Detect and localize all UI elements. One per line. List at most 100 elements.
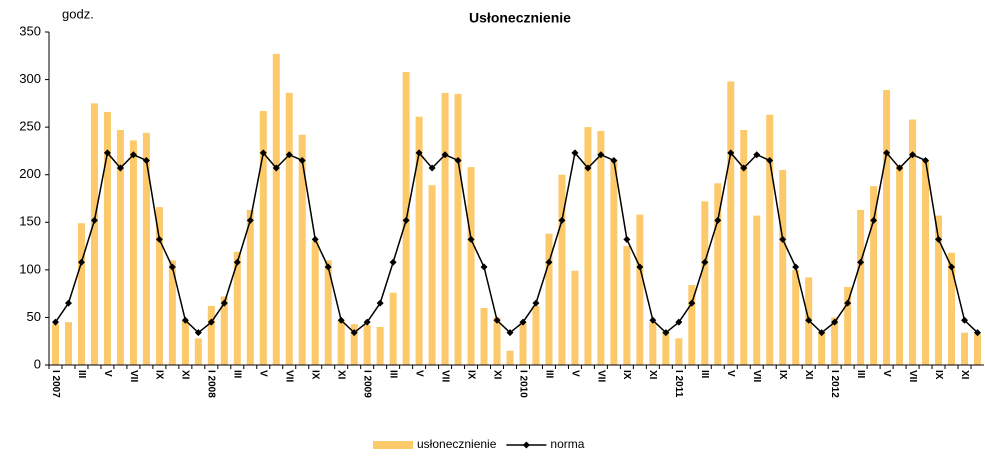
marker <box>558 216 566 224</box>
bar <box>142 132 150 365</box>
x-tick-label: IX <box>310 370 321 380</box>
marker <box>337 316 345 324</box>
bar <box>454 93 462 365</box>
marker <box>753 151 761 159</box>
bar <box>740 129 748 365</box>
x-tick-label: III <box>543 370 554 379</box>
bar <box>246 209 254 365</box>
x-tick-label: I 2010 <box>517 370 528 398</box>
bar <box>675 338 683 365</box>
x-tick-label: III <box>855 370 866 379</box>
marker <box>181 316 189 324</box>
bar <box>571 270 579 365</box>
marker <box>311 235 319 243</box>
marker <box>610 156 618 164</box>
bar <box>610 160 618 365</box>
bar <box>584 127 592 366</box>
marker <box>441 151 449 159</box>
bar <box>948 252 956 365</box>
bar <box>961 332 969 365</box>
marker <box>155 235 163 243</box>
bar <box>883 90 891 365</box>
x-tick-label: VII <box>128 370 139 382</box>
bar <box>662 331 670 365</box>
x-tick-label: VII <box>439 370 450 382</box>
marker <box>298 156 306 164</box>
marker <box>207 318 215 326</box>
marker <box>584 164 592 172</box>
legend-swatch <box>373 441 413 449</box>
x-tick-label: IX <box>621 370 632 380</box>
marker <box>844 299 852 307</box>
marker <box>714 216 722 224</box>
bar <box>870 186 878 365</box>
bar <box>727 81 735 365</box>
x-tick-label: III <box>699 370 710 379</box>
y-tick-label: 100 <box>19 261 41 276</box>
bar <box>64 322 72 365</box>
bar <box>220 296 228 365</box>
bar <box>922 160 930 365</box>
bar <box>363 325 371 365</box>
marker <box>428 164 436 172</box>
x-tick-label: V <box>258 370 269 377</box>
bar <box>311 241 319 365</box>
x-tick-label: VII <box>284 370 295 382</box>
marker <box>792 263 800 271</box>
bar <box>831 317 839 365</box>
marker <box>194 329 202 337</box>
bar <box>935 215 943 365</box>
marker <box>454 156 462 164</box>
x-tick-label: XI <box>491 370 502 380</box>
y-tick-label: 300 <box>19 71 41 86</box>
bar <box>129 140 137 365</box>
bar <box>389 292 397 365</box>
bar <box>194 338 202 365</box>
bar <box>181 321 189 365</box>
bar <box>558 174 566 365</box>
bar <box>506 350 514 365</box>
bar <box>649 322 657 365</box>
bar <box>909 119 917 365</box>
x-tick-label: VII <box>595 370 606 382</box>
bar <box>779 169 787 365</box>
bar <box>519 322 527 365</box>
y-tick-label: 250 <box>19 119 41 134</box>
marker <box>493 316 501 324</box>
marker <box>961 316 969 324</box>
marker <box>883 149 891 157</box>
y-axis-label: godz. <box>62 6 94 21</box>
marker <box>272 164 280 172</box>
marker <box>376 299 384 307</box>
bar <box>714 183 722 365</box>
marker <box>77 258 85 266</box>
x-tick-label: I 2012 <box>829 370 840 398</box>
marker <box>519 318 527 326</box>
bar <box>441 92 449 366</box>
marker <box>922 156 930 164</box>
bar <box>77 223 85 365</box>
marker <box>909 151 917 159</box>
bar <box>415 116 423 365</box>
y-tick-label: 150 <box>19 214 41 229</box>
marker <box>259 149 267 157</box>
marker <box>870 216 878 224</box>
legend-swatch <box>522 441 530 449</box>
x-tick-label: I 2007 <box>50 370 61 398</box>
bar <box>974 333 982 365</box>
marker <box>168 263 176 271</box>
y-tick-label: 50 <box>27 309 41 324</box>
x-tick-label: I 2009 <box>362 370 373 398</box>
marker <box>142 156 150 164</box>
bar <box>207 306 215 365</box>
bar <box>467 167 475 365</box>
x-tick-label: IX <box>465 370 476 380</box>
marker <box>389 258 397 266</box>
marker <box>805 316 813 324</box>
x-tick-label: IX <box>777 370 788 380</box>
marker <box>935 235 943 243</box>
marker <box>220 299 228 307</box>
marker <box>51 318 59 326</box>
legend-label: usłonecznienie <box>417 437 497 451</box>
